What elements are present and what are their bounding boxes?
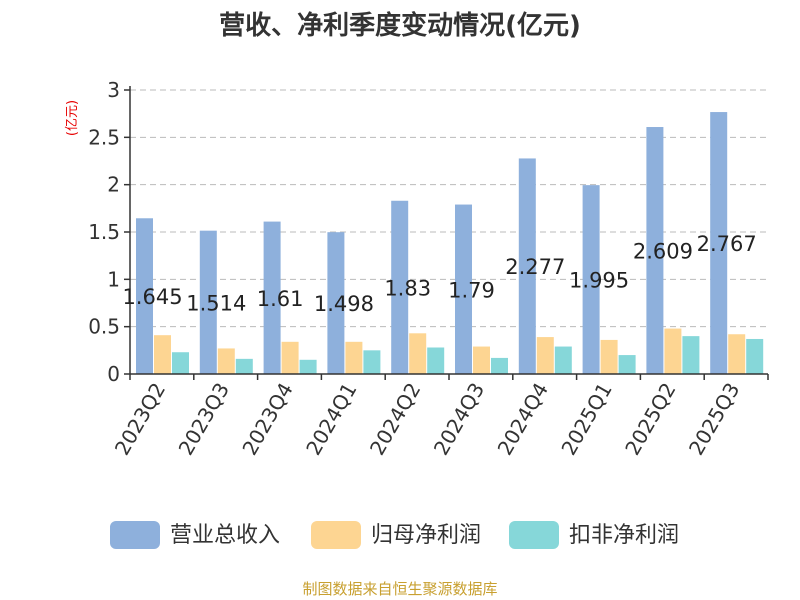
x-tick-label: 2025Q2: [620, 379, 680, 460]
x-tick-label: 2025Q1: [556, 379, 616, 460]
legend-label: 扣非净利润: [569, 523, 679, 548]
y-tick-label: 1.5: [88, 220, 120, 244]
chart-title: 营收、净利季度变动情况(亿元): [219, 10, 581, 41]
legend-swatch: [311, 521, 361, 549]
data-label: 2.767: [697, 232, 757, 256]
x-tick-label: 2023Q3: [174, 379, 234, 460]
bar: [473, 346, 490, 374]
bar: [199, 230, 217, 374]
bar: [154, 335, 171, 374]
data-labels: 1.645 1.514 1.61 1.498 1.83 1.79 2.2771.9952.6…: [122, 232, 756, 316]
bar: [710, 112, 728, 374]
bar: [427, 347, 445, 374]
bar: [217, 348, 235, 374]
y-axis-label: (亿元): [65, 100, 80, 136]
bar: [646, 127, 664, 374]
bar: [455, 204, 472, 374]
data-label: 1.79: [448, 278, 495, 302]
y-tick-label: 2: [107, 173, 120, 197]
bar: [391, 200, 409, 374]
bar: [235, 358, 253, 374]
data-label: 1.514: [186, 291, 246, 315]
bar: [582, 185, 600, 374]
bar: [491, 357, 508, 374]
data-label: 1.995: [569, 269, 629, 293]
bar: [263, 221, 281, 374]
x-tick-label: 2024Q3: [429, 379, 489, 460]
legend-label: 归母净利润: [371, 523, 481, 548]
x-tick-label: 2025Q3: [684, 379, 744, 460]
x-tick-label: 2024Q4: [493, 379, 553, 460]
bar: [536, 337, 554, 374]
y-tick-label: 1: [107, 267, 120, 291]
bar: [600, 339, 618, 374]
x-tick-label: 2023Q2: [110, 379, 170, 460]
source-note: 制图数据来自恒生聚源数据库: [302, 580, 497, 598]
data-label: 1.61: [257, 287, 304, 311]
data-label: 2.609: [633, 240, 693, 264]
bar: [518, 158, 536, 374]
bar: [664, 328, 682, 374]
bars: [136, 112, 764, 374]
bar: [136, 218, 153, 374]
legend-swatch: [509, 521, 559, 549]
y-tick-label: 2.5: [88, 125, 120, 149]
bar: [682, 336, 700, 374]
bar: [618, 355, 636, 374]
y-tick-label: 0: [107, 362, 120, 386]
bar: [345, 341, 363, 374]
data-label: 1.498: [314, 292, 374, 316]
bar: [746, 338, 764, 374]
legend-swatch: [110, 521, 160, 549]
x-tick-label: 2024Q2: [365, 379, 425, 460]
y-tick-label: 3: [107, 78, 120, 102]
bar: [327, 232, 345, 374]
x-tick-label: 2023Q4: [237, 379, 297, 460]
bar: [728, 334, 746, 374]
bar: [554, 346, 572, 374]
data-label: 1.83: [384, 276, 431, 300]
bar: [299, 359, 317, 374]
legend-label: 营业总收入: [170, 523, 280, 548]
x-tick-label: 2024Q1: [301, 379, 361, 460]
legend: 营业总收入 归母净利润 扣非净利润: [110, 521, 679, 549]
bar: [281, 341, 299, 374]
bar: [363, 350, 381, 374]
y-tick-label: 0.5: [88, 315, 120, 339]
bar: [409, 333, 427, 374]
data-label: 2.277: [505, 255, 565, 279]
bar: [172, 352, 189, 374]
data-label: 1.645: [122, 285, 182, 309]
